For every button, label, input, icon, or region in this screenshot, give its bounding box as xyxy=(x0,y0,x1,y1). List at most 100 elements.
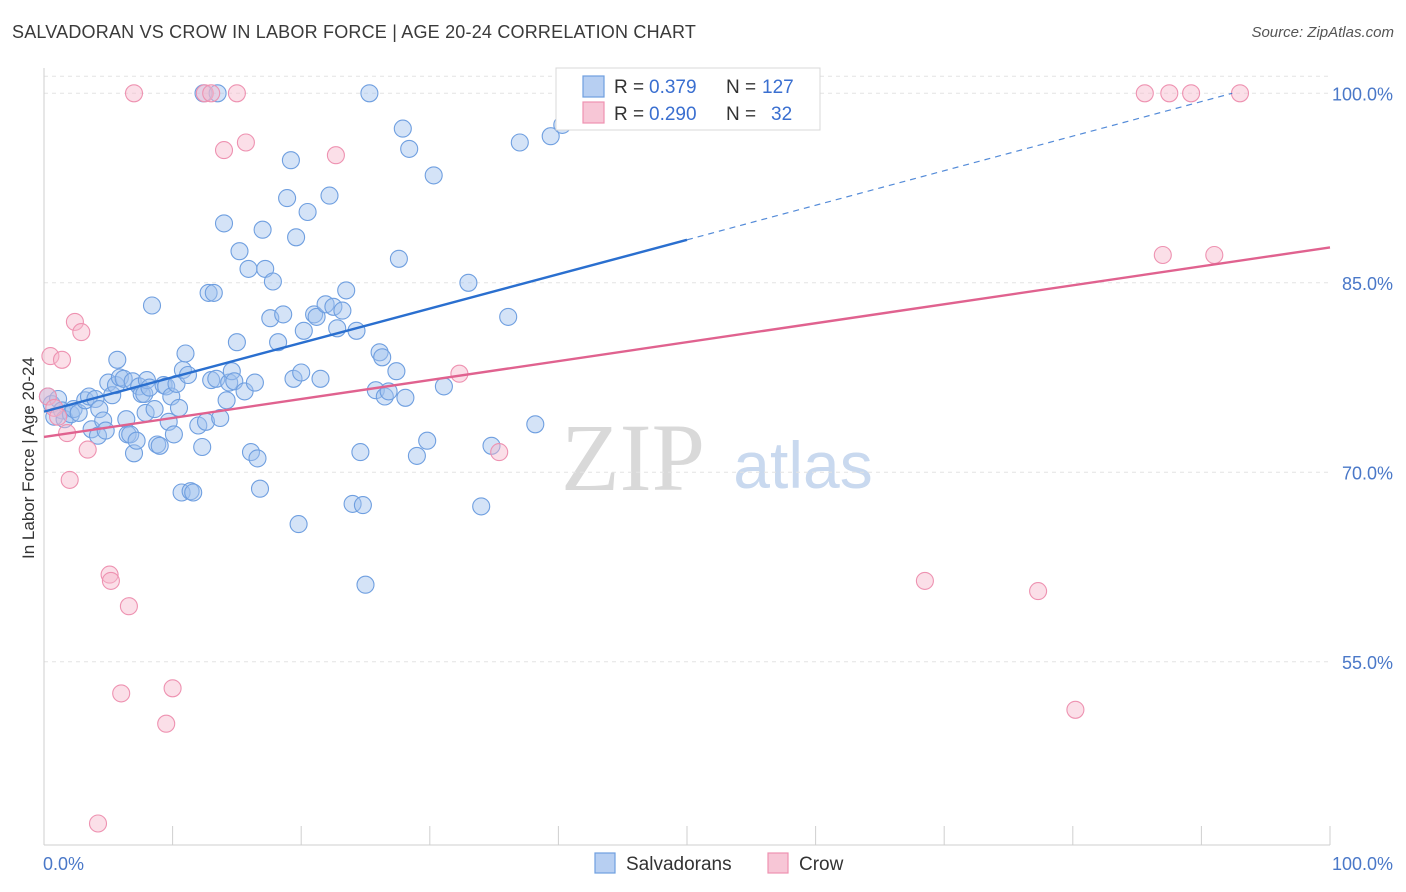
salvadorans-point-91 xyxy=(320,186,339,205)
salvadorans-point-107 xyxy=(387,362,406,381)
crow-point-7 xyxy=(65,312,84,331)
y-tick-labels: 100.0% 85.0% 70.0% 55.0% xyxy=(1332,84,1393,673)
crow-point-22 xyxy=(236,133,255,152)
salvadorans-point-73 xyxy=(253,220,272,239)
salvadorans-point-94 xyxy=(333,301,352,320)
salvadorans-point-104 xyxy=(373,348,392,367)
crow-point-3 xyxy=(49,407,68,426)
salvadorans-point-82 xyxy=(287,228,306,247)
salvadorans-point-66 xyxy=(230,242,249,261)
stats-r-label-crow: R = xyxy=(614,104,644,125)
crow-point-25 xyxy=(490,443,509,462)
salvadorans-point-109 xyxy=(393,119,412,138)
y-tick-label-0: 100.0% xyxy=(1332,84,1393,104)
stats-r-label-salvadorans: R = xyxy=(614,77,644,98)
legend-swatch-salvadorans xyxy=(594,852,616,874)
salvadorans-point-116 xyxy=(459,273,478,292)
salvadorans-point-95 xyxy=(337,281,356,300)
crow-point-8 xyxy=(72,323,91,342)
crow-point-33 xyxy=(1205,245,1224,265)
crow-point-18 xyxy=(195,84,214,103)
stats-n-label-crow: N = xyxy=(726,104,756,125)
y-axis-label: In Labor Force | Age 20-24 xyxy=(19,357,38,559)
watermark-zip: ZIP xyxy=(561,404,705,511)
chart-title: SALVADORAN VS CROW IN LABOR FORCE | AGE … xyxy=(12,22,697,42)
salvadorans-point-85 xyxy=(294,321,313,340)
salvadorans-trend-line xyxy=(43,238,688,413)
salvadorans-point-126 xyxy=(208,84,227,103)
salvadorans-point-69 xyxy=(241,443,261,462)
salvadorans-point-112 xyxy=(407,446,426,465)
salvadorans-point-121 xyxy=(526,415,545,434)
salvadorans-point-45 xyxy=(169,398,189,417)
salvadorans-point-20 xyxy=(108,350,127,369)
watermark: ZIP atlas xyxy=(561,404,873,511)
salvadorans-point-76 xyxy=(263,272,282,291)
salvadorans-point-14 xyxy=(90,400,109,419)
salvadorans-points xyxy=(38,84,613,594)
salvadorans-point-100 xyxy=(356,575,375,594)
salvadorans-point-38 xyxy=(150,436,169,455)
salvadorans-point-35 xyxy=(142,296,162,315)
stats-swatch-crow xyxy=(582,101,605,124)
salvadorans-point-99 xyxy=(353,496,372,515)
crow-point-17 xyxy=(163,679,182,698)
crow-point-13 xyxy=(112,684,131,703)
salvadorans-point-111 xyxy=(400,139,419,158)
salvadorans-point-16 xyxy=(96,421,115,440)
crow-point-15 xyxy=(124,84,144,103)
salvadorans-point-36 xyxy=(145,400,164,419)
stats-legend: R = 0.379 N = 127 R = 0.290 N = 32 xyxy=(555,67,821,131)
salvadorans-point-89 xyxy=(311,369,330,388)
salvadorans-point-77 xyxy=(269,333,288,352)
crow-point-9 xyxy=(78,440,97,459)
legend-label-crow: Crow xyxy=(799,854,844,875)
crow-point-32 xyxy=(1182,84,1201,103)
stats-r-salvadorans: 0.379 xyxy=(649,77,697,98)
salvadorans-point-110 xyxy=(396,388,415,407)
y-tick-label-1: 85.0% xyxy=(1342,274,1393,294)
salvadorans-point-61 xyxy=(217,391,236,410)
crow-point-31 xyxy=(1160,84,1179,103)
crow-point-20 xyxy=(214,141,234,160)
salvadorans-point-65 xyxy=(227,333,246,352)
salvadorans-point-28 xyxy=(127,431,146,450)
salvadorans-point-108 xyxy=(389,249,408,268)
crow-trend-line xyxy=(43,246,1331,439)
crow-point-16 xyxy=(157,714,176,733)
crow-points xyxy=(38,84,1250,833)
salvadorans-point-114 xyxy=(424,166,443,185)
crow-point-28 xyxy=(1066,700,1085,719)
salvadorans-point-113 xyxy=(418,431,437,450)
crow-point-29 xyxy=(1135,84,1154,103)
x-tick-label-0: 0.0% xyxy=(43,854,84,874)
stats-swatch-salvadorans xyxy=(582,75,605,98)
axes xyxy=(43,68,1331,846)
salvadorans-point-55 xyxy=(199,283,218,302)
crow-point-6 xyxy=(60,470,79,489)
y-tick-label-3: 55.0% xyxy=(1342,653,1393,673)
stats-n-crow: 32 xyxy=(771,104,792,125)
salvadorans-point-92 xyxy=(324,297,343,316)
salvadorans-point-51 xyxy=(184,483,203,502)
crow-point-26 xyxy=(915,571,934,590)
crow-point-1 xyxy=(41,347,60,366)
salvadorans-point-86 xyxy=(298,202,317,222)
crow-point-0 xyxy=(38,387,57,406)
salvadorans-point-117 xyxy=(472,497,491,516)
crow-point-12 xyxy=(101,571,120,590)
salvadorans-point-119 xyxy=(499,307,518,326)
salvadorans-point-84 xyxy=(292,363,311,382)
stats-r-crow: 0.290 xyxy=(649,104,697,125)
salvadorans-point-59 xyxy=(211,408,230,428)
salvadorans-point-53 xyxy=(193,437,212,457)
salvadorans-point-60 xyxy=(214,214,234,233)
crow-point-4 xyxy=(52,350,72,369)
crow-point-27 xyxy=(1029,582,1048,601)
crow-point-10 xyxy=(88,814,108,833)
salvadorans-point-68 xyxy=(239,259,258,278)
salvadorans-point-83 xyxy=(289,515,308,534)
crow-point-11 xyxy=(100,565,119,584)
salvadorans-point-122 xyxy=(541,127,560,146)
